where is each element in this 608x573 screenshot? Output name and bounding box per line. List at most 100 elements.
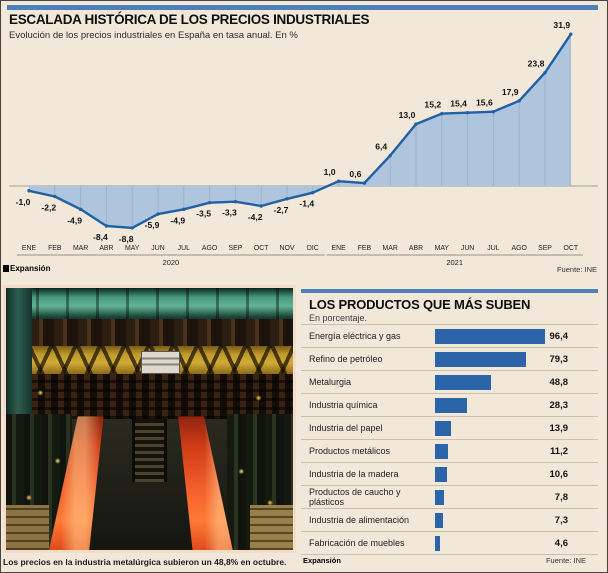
svg-text:1,0: 1,0 <box>324 167 336 177</box>
svg-text:2020: 2020 <box>163 258 180 267</box>
year-labels: 2020 2021 <box>17 254 583 267</box>
photo-caption: Los precios en la industria metalúrgica … <box>3 557 287 567</box>
products-bar-chart: Energía eléctrica y gas 96,4 Refino de pet… <box>301 324 598 555</box>
svg-text:-3,5: -3,5 <box>196 209 211 219</box>
svg-text:MAY: MAY <box>125 245 140 252</box>
svg-text:-8,8: -8,8 <box>119 234 134 244</box>
svg-text:FEB: FEB <box>358 245 372 252</box>
photo-lights <box>6 288 293 550</box>
bar-track <box>435 489 534 505</box>
svg-text:SEP: SEP <box>538 245 552 252</box>
svg-text:OCT: OCT <box>564 245 579 252</box>
svg-text:SEP: SEP <box>229 245 243 252</box>
bar-fill <box>435 351 526 367</box>
bar-value: 11,2 <box>550 445 568 457</box>
bar-track <box>435 535 534 551</box>
bar-fill <box>435 328 545 344</box>
bar-row: Metalurgia 48,8 <box>301 370 598 393</box>
bar-fill <box>435 489 444 505</box>
bar-row: Refino de petróleo 79,3 <box>301 347 598 370</box>
bar-fill <box>435 512 444 528</box>
bar-category-label: Fabricación de muebles <box>309 538 405 548</box>
bar-row: Industria de alimentación 7,3 <box>301 508 598 531</box>
svg-text:23,8: 23,8 <box>528 59 545 69</box>
bar-category-label: Productos metálicos <box>309 446 391 456</box>
bar-value: 4,6 <box>554 537 568 549</box>
industrial-prices-area-chart: -1,0 -2,2 -4,9 -8,4 -8,8 -5,9 -4,9 -3,5 -3,3 -4,2… <box>9 20 598 267</box>
bar-track <box>435 374 534 390</box>
svg-text:-4,9: -4,9 <box>67 215 82 225</box>
bar-value: 10,6 <box>549 468 569 480</box>
svg-text:ENE: ENE <box>22 245 37 252</box>
brand-logo: Expansión <box>303 556 341 565</box>
bar-category-label: Industria del papel <box>309 423 383 433</box>
bar-row: Productos de caucho y plásticos 7,8 <box>301 485 598 508</box>
products-panel: LOS PRODUCTOS QUE MÁS SUBEN En porcentaj… <box>301 284 600 572</box>
bar-track <box>435 466 534 482</box>
bar-row: Industria de la madera 10,6 <box>301 462 598 485</box>
svg-text:-4,2: -4,2 <box>248 212 263 222</box>
svg-text:OCT: OCT <box>254 245 269 252</box>
bar-value: 13,9 <box>549 422 569 434</box>
bar-category-label: Productos de caucho y plásticos <box>309 487 401 507</box>
panel-subtitle: En porcentaje. <box>309 313 368 323</box>
brand-logo: Expansión <box>3 264 50 273</box>
svg-text:15,2: 15,2 <box>424 100 441 110</box>
bar-track <box>435 512 534 528</box>
svg-text:0,6: 0,6 <box>349 169 361 179</box>
svg-text:31,9: 31,9 <box>553 20 570 30</box>
bar-value: 7,8 <box>554 491 568 503</box>
svg-text:-1,4: -1,4 <box>299 199 314 209</box>
bar-fill <box>435 420 451 436</box>
svg-text:2021: 2021 <box>446 258 463 267</box>
svg-text:-2,7: -2,7 <box>274 205 289 215</box>
area-fill <box>29 34 571 228</box>
svg-text:JUL: JUL <box>487 245 499 252</box>
point-markers <box>27 32 573 230</box>
bar-row: Industria química 28,3 <box>301 393 598 416</box>
panel-footer: Expansión Fuente: INE <box>301 552 598 565</box>
svg-text:FEB: FEB <box>48 245 62 252</box>
svg-text:NOV: NOV <box>280 245 295 252</box>
svg-text:-5,9: -5,9 <box>145 220 160 230</box>
svg-text:-2,2: -2,2 <box>41 202 56 212</box>
bar-row: Fabricación de muebles 4,6 <box>301 531 598 555</box>
bar-value: 7,3 <box>554 514 568 526</box>
svg-text:DIC: DIC <box>307 245 319 252</box>
svg-text:-3,3: -3,3 <box>222 208 237 218</box>
bar-category-label: Energía eléctrica y gas <box>309 331 401 341</box>
top-accent-bar <box>7 5 598 10</box>
bar-category-label: Industria de la madera <box>309 469 399 479</box>
bar-fill <box>435 374 491 390</box>
bar-fill <box>435 397 468 413</box>
bar-track <box>435 351 534 367</box>
bar-fill <box>435 443 448 459</box>
svg-text:AGO: AGO <box>202 245 218 252</box>
line-series <box>28 33 572 230</box>
svg-text:15,4: 15,4 <box>450 99 467 109</box>
svg-text:-8,4: -8,4 <box>93 232 108 242</box>
bar-value: 48,8 <box>549 376 569 388</box>
svg-text:MAY: MAY <box>435 245 450 252</box>
svg-text:13,0: 13,0 <box>399 110 416 120</box>
svg-text:-1,0: -1,0 <box>16 197 31 207</box>
bar-category-label: Industria de alimentación <box>309 515 410 525</box>
source-note: Fuente: INE <box>545 556 586 565</box>
svg-text:JUN: JUN <box>461 245 474 252</box>
bar-row: Productos metálicos 11,2 <box>301 439 598 462</box>
bar-category-label: Industria química <box>309 400 378 410</box>
bar-track <box>435 328 545 344</box>
svg-text:-4,9: -4,9 <box>170 215 185 225</box>
svg-text:ABR: ABR <box>99 245 113 252</box>
svg-text:ABR: ABR <box>409 245 423 252</box>
svg-text:ENE: ENE <box>332 245 347 252</box>
data-labels: -1,0 -2,2 -4,9 -8,4 -8,8 -5,9 -4,9 -3,5 -3,3 -4,2… <box>16 20 571 244</box>
bar-category-label: Metalurgia <box>309 377 352 387</box>
panel-title: LOS PRODUCTOS QUE MÁS SUBEN <box>309 297 531 312</box>
bar-row: Energía eléctrica y gas 96,4 <box>301 324 598 347</box>
bar-value: 28,3 <box>549 399 569 411</box>
svg-text:AGO: AGO <box>512 245 528 252</box>
bar-track <box>435 420 534 436</box>
svg-text:6,4: 6,4 <box>375 142 387 152</box>
